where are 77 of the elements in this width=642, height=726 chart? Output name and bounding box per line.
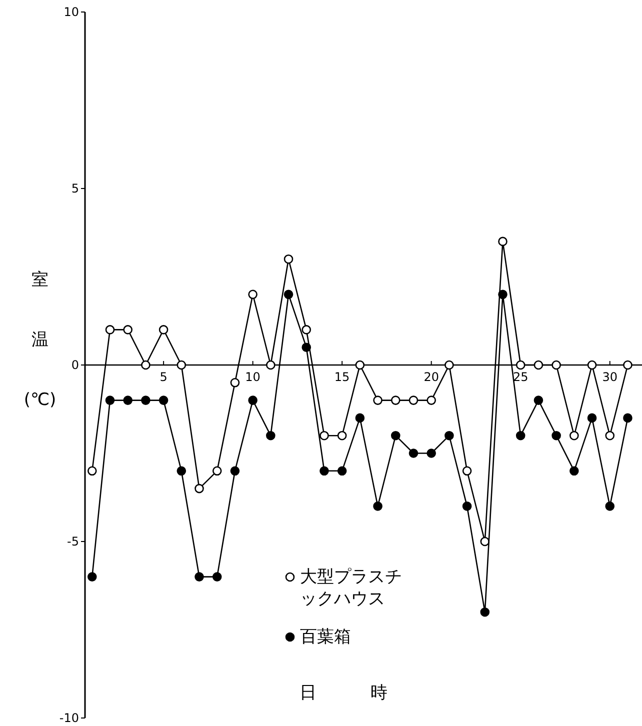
point xyxy=(302,325,312,334)
point xyxy=(444,430,454,440)
text: 室温(℃) xyxy=(24,270,56,410)
point xyxy=(320,466,329,476)
point xyxy=(141,360,150,370)
point xyxy=(390,396,400,405)
x-tick-label: 30 xyxy=(602,370,618,384)
x-tick-label: 10 xyxy=(245,370,260,384)
point xyxy=(337,466,347,476)
point xyxy=(266,430,276,440)
point xyxy=(408,396,418,405)
point xyxy=(390,430,400,440)
point xyxy=(462,466,472,476)
point xyxy=(587,413,597,423)
point xyxy=(230,378,240,388)
point xyxy=(194,484,204,494)
y-tick-label: -5 xyxy=(67,534,79,549)
point xyxy=(87,572,97,582)
point xyxy=(605,430,615,440)
point xyxy=(105,325,115,334)
point xyxy=(623,360,632,370)
point xyxy=(534,396,544,405)
point xyxy=(284,290,294,300)
point xyxy=(480,607,490,617)
point xyxy=(176,466,186,476)
point xyxy=(498,236,508,246)
point xyxy=(248,396,258,405)
legend-label: 大型プラスチックハウス xyxy=(300,567,402,609)
point xyxy=(570,466,579,476)
y-tick-label: 10 xyxy=(64,5,79,20)
point xyxy=(426,448,436,458)
point xyxy=(212,572,222,582)
point xyxy=(266,360,276,370)
point xyxy=(480,536,490,546)
point xyxy=(408,448,418,458)
legend-label: 百葉箱 xyxy=(300,627,351,647)
point xyxy=(355,413,365,423)
point xyxy=(284,254,294,264)
point xyxy=(355,360,365,370)
point xyxy=(516,430,526,440)
point xyxy=(373,502,382,511)
point xyxy=(552,360,561,370)
x-tick-label: 5 xyxy=(160,370,168,384)
point xyxy=(158,396,168,405)
point xyxy=(552,430,561,440)
point xyxy=(302,342,312,352)
point xyxy=(123,396,132,405)
point xyxy=(570,430,579,440)
point xyxy=(516,360,526,370)
point xyxy=(444,360,454,370)
point xyxy=(123,325,132,334)
point xyxy=(337,430,347,440)
point xyxy=(320,430,329,440)
point xyxy=(426,396,436,405)
y-tick-label: 0 xyxy=(71,358,79,372)
point xyxy=(212,466,222,476)
y-tick-label: -10 xyxy=(59,711,79,726)
point xyxy=(230,466,240,476)
point xyxy=(87,466,97,476)
x-tick-label: 20 xyxy=(424,370,439,384)
point xyxy=(623,413,632,423)
y-tick-label: 5 xyxy=(71,182,79,196)
point xyxy=(534,360,544,370)
point xyxy=(158,325,168,334)
point xyxy=(373,396,382,405)
x-axis-title: 日 時 xyxy=(299,683,388,703)
point xyxy=(105,396,115,405)
point xyxy=(462,502,472,511)
point xyxy=(498,290,508,300)
point xyxy=(248,290,258,300)
point xyxy=(605,502,615,511)
x-tick-label: 15 xyxy=(334,370,350,384)
point xyxy=(141,396,150,405)
point xyxy=(587,360,597,370)
point xyxy=(176,360,186,370)
x-tick-label: 25 xyxy=(512,370,528,384)
point xyxy=(194,572,204,582)
